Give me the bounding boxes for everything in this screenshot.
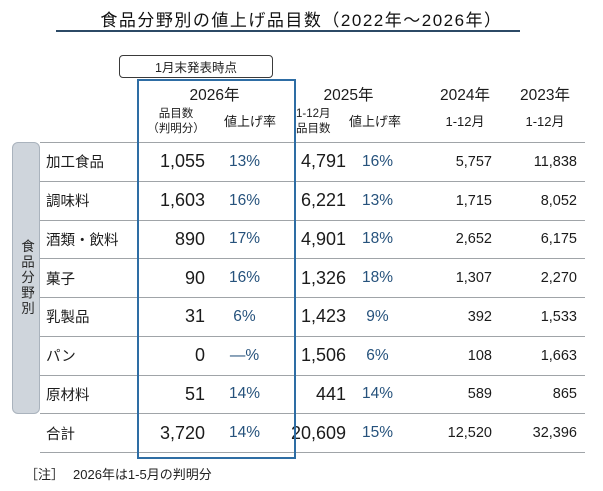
cell-2024-count: 108 bbox=[467, 347, 492, 364]
table-rows: 加工食品 1,055 13% 4,791 16% 5,757 11,838 調味料 1,603 1… bbox=[40, 142, 585, 453]
callout-label: 1月末発表時点 bbox=[155, 61, 237, 75]
cell-2024-count: 1,715 bbox=[455, 192, 492, 209]
column-header-2023: 2023年 bbox=[520, 87, 570, 104]
cell-2026-count: 0 bbox=[194, 345, 205, 366]
subheader-2025-rate: 値上げ率 bbox=[348, 113, 401, 129]
table-row: 原材料 51 14% 441 14% 589 865 bbox=[40, 376, 585, 415]
subheader-2023-months: 1-12月 bbox=[525, 113, 565, 129]
cell-2025-rate: 15% bbox=[361, 424, 394, 442]
subheader-2026-rate: 値上げ率 bbox=[223, 113, 276, 129]
cell-2026-count: 90 bbox=[184, 267, 205, 288]
cell-2025-rate: 16% bbox=[361, 152, 394, 170]
subheader-2026-count-line1: 品目数 bbox=[158, 108, 194, 121]
table-row: 加工食品 1,055 13% 4,791 16% 5,757 11,838 bbox=[40, 143, 585, 182]
table-row: 酒類・飲料 890 17% 4,901 18% 2,652 6,175 bbox=[40, 221, 585, 260]
cell-category-label: 菓子 bbox=[46, 271, 75, 288]
cell-2023-count: 2,270 bbox=[540, 270, 577, 287]
cell-2026-rate: 16% bbox=[228, 191, 261, 209]
cell-2024-count: 2,652 bbox=[455, 231, 492, 248]
cell-2025-rate: 18% bbox=[361, 230, 394, 248]
subheader-2025-count-line2: 品目数 bbox=[296, 122, 331, 135]
cell-2026-count: 890 bbox=[174, 228, 205, 249]
cell-2026-rate: —% bbox=[229, 346, 260, 364]
cell-2026-count: 1,055 bbox=[159, 151, 205, 172]
cell-2024-count: 392 bbox=[467, 308, 492, 325]
table-row: 乳製品 31 6% 1,423 9% 392 1,533 bbox=[40, 298, 585, 337]
cell-category-label: パン bbox=[46, 349, 76, 366]
cell-2023-count: 8,052 bbox=[540, 192, 577, 209]
cell-2026-rate: 6% bbox=[233, 307, 256, 325]
category-group-label: 食品分野別 bbox=[19, 239, 34, 317]
cell-2026-rate: 16% bbox=[228, 269, 261, 287]
cell-2023-count: 865 bbox=[552, 386, 577, 403]
cell-2026-count: 31 bbox=[184, 306, 205, 327]
table-row: 菓子 90 16% 1,326 18% 1,307 2,270 bbox=[40, 259, 585, 298]
cell-category-label: 原材料 bbox=[46, 387, 90, 404]
cell-2025-count: 1,326 bbox=[300, 267, 346, 288]
column-header-2024: 2024年 bbox=[440, 87, 490, 104]
subheader-2026-item-count: 品目数 （判明分） bbox=[140, 103, 212, 140]
cell-2023-count: 32,396 bbox=[532, 425, 577, 442]
cell-2025-rate: 18% bbox=[361, 269, 394, 287]
title-underline bbox=[56, 30, 520, 32]
cell-2024-count: 5,757 bbox=[455, 153, 492, 170]
cell-2024-count: 1,307 bbox=[455, 270, 492, 287]
cell-2025-count: 6,221 bbox=[300, 190, 346, 211]
cell-2023-count: 6,175 bbox=[540, 231, 577, 248]
subheader-2024-months: 1-12月 bbox=[445, 113, 485, 129]
table-row: パン 0 —% 1,506 6% 108 1,663 bbox=[40, 337, 585, 376]
subheader-2025-count-line1: 1-12月 bbox=[296, 108, 331, 121]
cell-2026-count: 3,720 bbox=[159, 422, 205, 443]
footnote-prefix: ［注］ bbox=[25, 467, 65, 482]
footnote: ［注］ 2026年は1-5月の判明分 bbox=[25, 464, 212, 483]
table-row-total: 合計 3,720 14% 20,609 15% 12,520 32,396 bbox=[40, 414, 585, 453]
column-header-2025: 2025年 bbox=[323, 87, 374, 104]
cell-2025-count: 20,609 bbox=[291, 422, 347, 443]
cell-2026-rate: 14% bbox=[228, 424, 261, 442]
table-row: 調味料 1,603 16% 6,221 13% 1,715 8,052 bbox=[40, 182, 585, 221]
cell-2026-rate: 13% bbox=[228, 152, 261, 170]
cell-2023-count: 1,533 bbox=[540, 308, 577, 325]
cell-2025-rate: 14% bbox=[361, 385, 394, 403]
cell-category-label: 加工食品 bbox=[46, 155, 104, 172]
cell-2025-count: 4,901 bbox=[300, 228, 346, 249]
cell-2025-rate: 13% bbox=[361, 191, 394, 209]
subheader-2025-item-count: 1-12月 品目数 bbox=[296, 103, 348, 140]
cell-2024-count: 589 bbox=[467, 386, 492, 403]
cell-category-label: 乳製品 bbox=[46, 310, 90, 327]
cell-2025-count: 4,791 bbox=[300, 151, 346, 172]
cell-2026-rate: 14% bbox=[228, 385, 261, 403]
cell-2025-rate: 9% bbox=[366, 307, 389, 325]
cell-2024-count: 12,520 bbox=[447, 425, 492, 442]
page-title: 食品分野別の値上げ品目数（2022年～2026年） bbox=[100, 11, 503, 30]
category-group-bar: 食品分野別 bbox=[12, 142, 40, 414]
cell-2026-count: 1,603 bbox=[159, 190, 205, 211]
cell-2026-count: 51 bbox=[184, 383, 205, 404]
footnote-text: 2026年は1-5月の判明分 bbox=[73, 467, 212, 482]
column-header-2026: 2026年 bbox=[189, 87, 240, 104]
cell-2023-count: 11,838 bbox=[533, 153, 577, 170]
cell-category-label: 調味料 bbox=[46, 194, 90, 211]
cell-category-label: 酒類・飲料 bbox=[46, 232, 119, 249]
cell-2026-rate: 17% bbox=[228, 230, 261, 248]
cell-category-label: 合計 bbox=[46, 426, 75, 443]
cell-2025-count: 1,423 bbox=[300, 306, 346, 327]
callout-box: 1月末発表時点 bbox=[119, 55, 273, 78]
cell-2025-count: 1,506 bbox=[300, 345, 346, 366]
cell-2025-rate: 6% bbox=[366, 346, 389, 364]
cell-2023-count: 1,663 bbox=[540, 347, 577, 364]
subheader-2026-count-line2: （判明分） bbox=[147, 122, 205, 135]
cell-2025-count: 441 bbox=[315, 383, 346, 404]
